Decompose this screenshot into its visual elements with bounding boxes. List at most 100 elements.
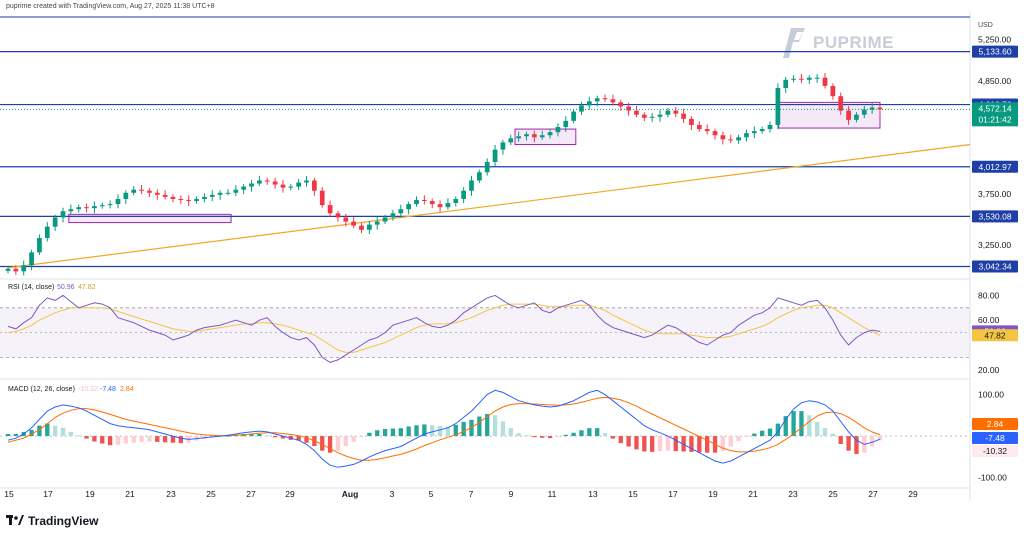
- macd-histogram-bar: [304, 436, 309, 443]
- candle: [406, 204, 412, 210]
- macd-histogram-bar: [752, 433, 757, 437]
- level-label-bg: [972, 210, 1018, 223]
- macd-histogram-bar: [838, 436, 843, 444]
- candle: [720, 135, 726, 140]
- candle: [508, 138, 514, 143]
- candle: [398, 209, 404, 214]
- candle: [335, 213, 341, 218]
- macd-histogram-bar: [131, 436, 136, 443]
- candle: [107, 204, 113, 206]
- candle: [390, 213, 396, 218]
- macd-histogram-bar: [642, 436, 647, 452]
- time-tick-label: Aug: [342, 489, 359, 499]
- candle: [555, 127, 561, 133]
- tradingview-logo[interactable]: TradingView: [6, 514, 98, 528]
- macd-histogram-bar: [524, 435, 529, 437]
- rsi-ma-legend-value: 47.82: [78, 284, 96, 291]
- candle: [665, 110, 671, 115]
- candle: [791, 78, 796, 80]
- time-tick-label: 27: [246, 489, 256, 499]
- macd-histogram-bar: [60, 427, 66, 437]
- candle: [696, 124, 702, 130]
- macd-histogram-bar: [430, 425, 435, 437]
- time-tick-label: 25: [828, 489, 838, 499]
- candle: [877, 107, 883, 110]
- signal-value-label-bg: [972, 418, 1018, 430]
- macd-histogram-bar: [100, 436, 105, 444]
- candle: [759, 129, 765, 132]
- candle: [312, 180, 317, 191]
- macd-histogram-bar: [265, 435, 270, 437]
- consolidation-box: [68, 213, 232, 224]
- time-tick-label: 15: [4, 489, 14, 499]
- candle: [178, 198, 184, 200]
- macd-histogram-bar: [799, 411, 804, 437]
- macd-histogram-bar: [296, 436, 301, 441]
- macd-legend-value: -7.48: [100, 386, 116, 393]
- macd-histogram-bar: [705, 436, 710, 453]
- candle: [751, 131, 757, 134]
- price-tick-label: 3,250.00: [978, 240, 1011, 250]
- candle: [704, 129, 710, 132]
- macd-histogram-bar: [406, 426, 411, 437]
- time-tick-label: 15: [628, 489, 638, 499]
- candle: [799, 78, 804, 80]
- macd-tick-label: 100.00: [978, 389, 1004, 399]
- candle: [249, 183, 254, 187]
- macd-histogram-bar: [147, 436, 152, 442]
- level-label: 3,530.08: [978, 211, 1011, 221]
- macd-histogram-bar: [775, 423, 781, 437]
- time-tick-label: 5: [429, 489, 434, 499]
- time-tick-label: 25: [206, 489, 216, 499]
- macd-histogram-bar: [382, 429, 388, 437]
- macd-histogram-bar: [555, 436, 561, 438]
- macd-histogram-bar: [52, 425, 58, 437]
- macd-histogram-bar: [610, 436, 616, 439]
- candle: [571, 111, 576, 121]
- macd-histogram-bar: [343, 436, 348, 447]
- candle: [524, 134, 529, 137]
- candle: [618, 102, 624, 107]
- candle: [579, 105, 584, 112]
- macd-histogram-bar: [485, 414, 490, 437]
- candle: [225, 192, 231, 194]
- rsi-line: [7, 294, 881, 363]
- macd-histogram-bar: [351, 436, 356, 442]
- macd-histogram-bar: [5, 434, 11, 437]
- macd-histogram-bar: [783, 416, 788, 437]
- macd-histogram-bar: [335, 436, 341, 451]
- candle: [437, 204, 443, 208]
- candle: [728, 139, 734, 141]
- rsi-ma-value-label: 47.82: [984, 330, 1006, 340]
- candle: [139, 189, 144, 191]
- macd-histogram-bar: [665, 436, 671, 451]
- candle: [712, 131, 718, 136]
- candle: [461, 190, 466, 199]
- candle: [649, 116, 655, 118]
- candle: [422, 199, 427, 201]
- time-tick-label: 19: [708, 489, 718, 499]
- price-tick-label: 3,750.00: [978, 189, 1011, 199]
- time-tick-label: 7: [469, 489, 474, 499]
- candle: [257, 180, 262, 184]
- candle: [123, 192, 129, 199]
- candle: [531, 134, 537, 138]
- macd-histogram-bar: [390, 428, 396, 437]
- consolidation-box: [778, 101, 881, 129]
- macd-histogram-bar: [492, 415, 498, 437]
- macd-histogram-bar: [414, 425, 419, 437]
- candle: [681, 113, 686, 119]
- macd-histogram-bar: [107, 436, 113, 446]
- macd-histogram-bar: [461, 421, 466, 437]
- macd-histogram-bar: [178, 436, 183, 444]
- level-label-bg: [972, 260, 1018, 273]
- macd-histogram-bar: [367, 432, 372, 437]
- candle: [453, 198, 459, 204]
- rsi-tick-label: 60.00: [978, 315, 1000, 325]
- tradingview-icon: [6, 515, 24, 525]
- rsi-tick-label: 80.00: [978, 290, 1000, 300]
- brand-watermark: PUPRIME: [783, 28, 894, 58]
- candle: [869, 107, 875, 110]
- candle: [563, 120, 569, 128]
